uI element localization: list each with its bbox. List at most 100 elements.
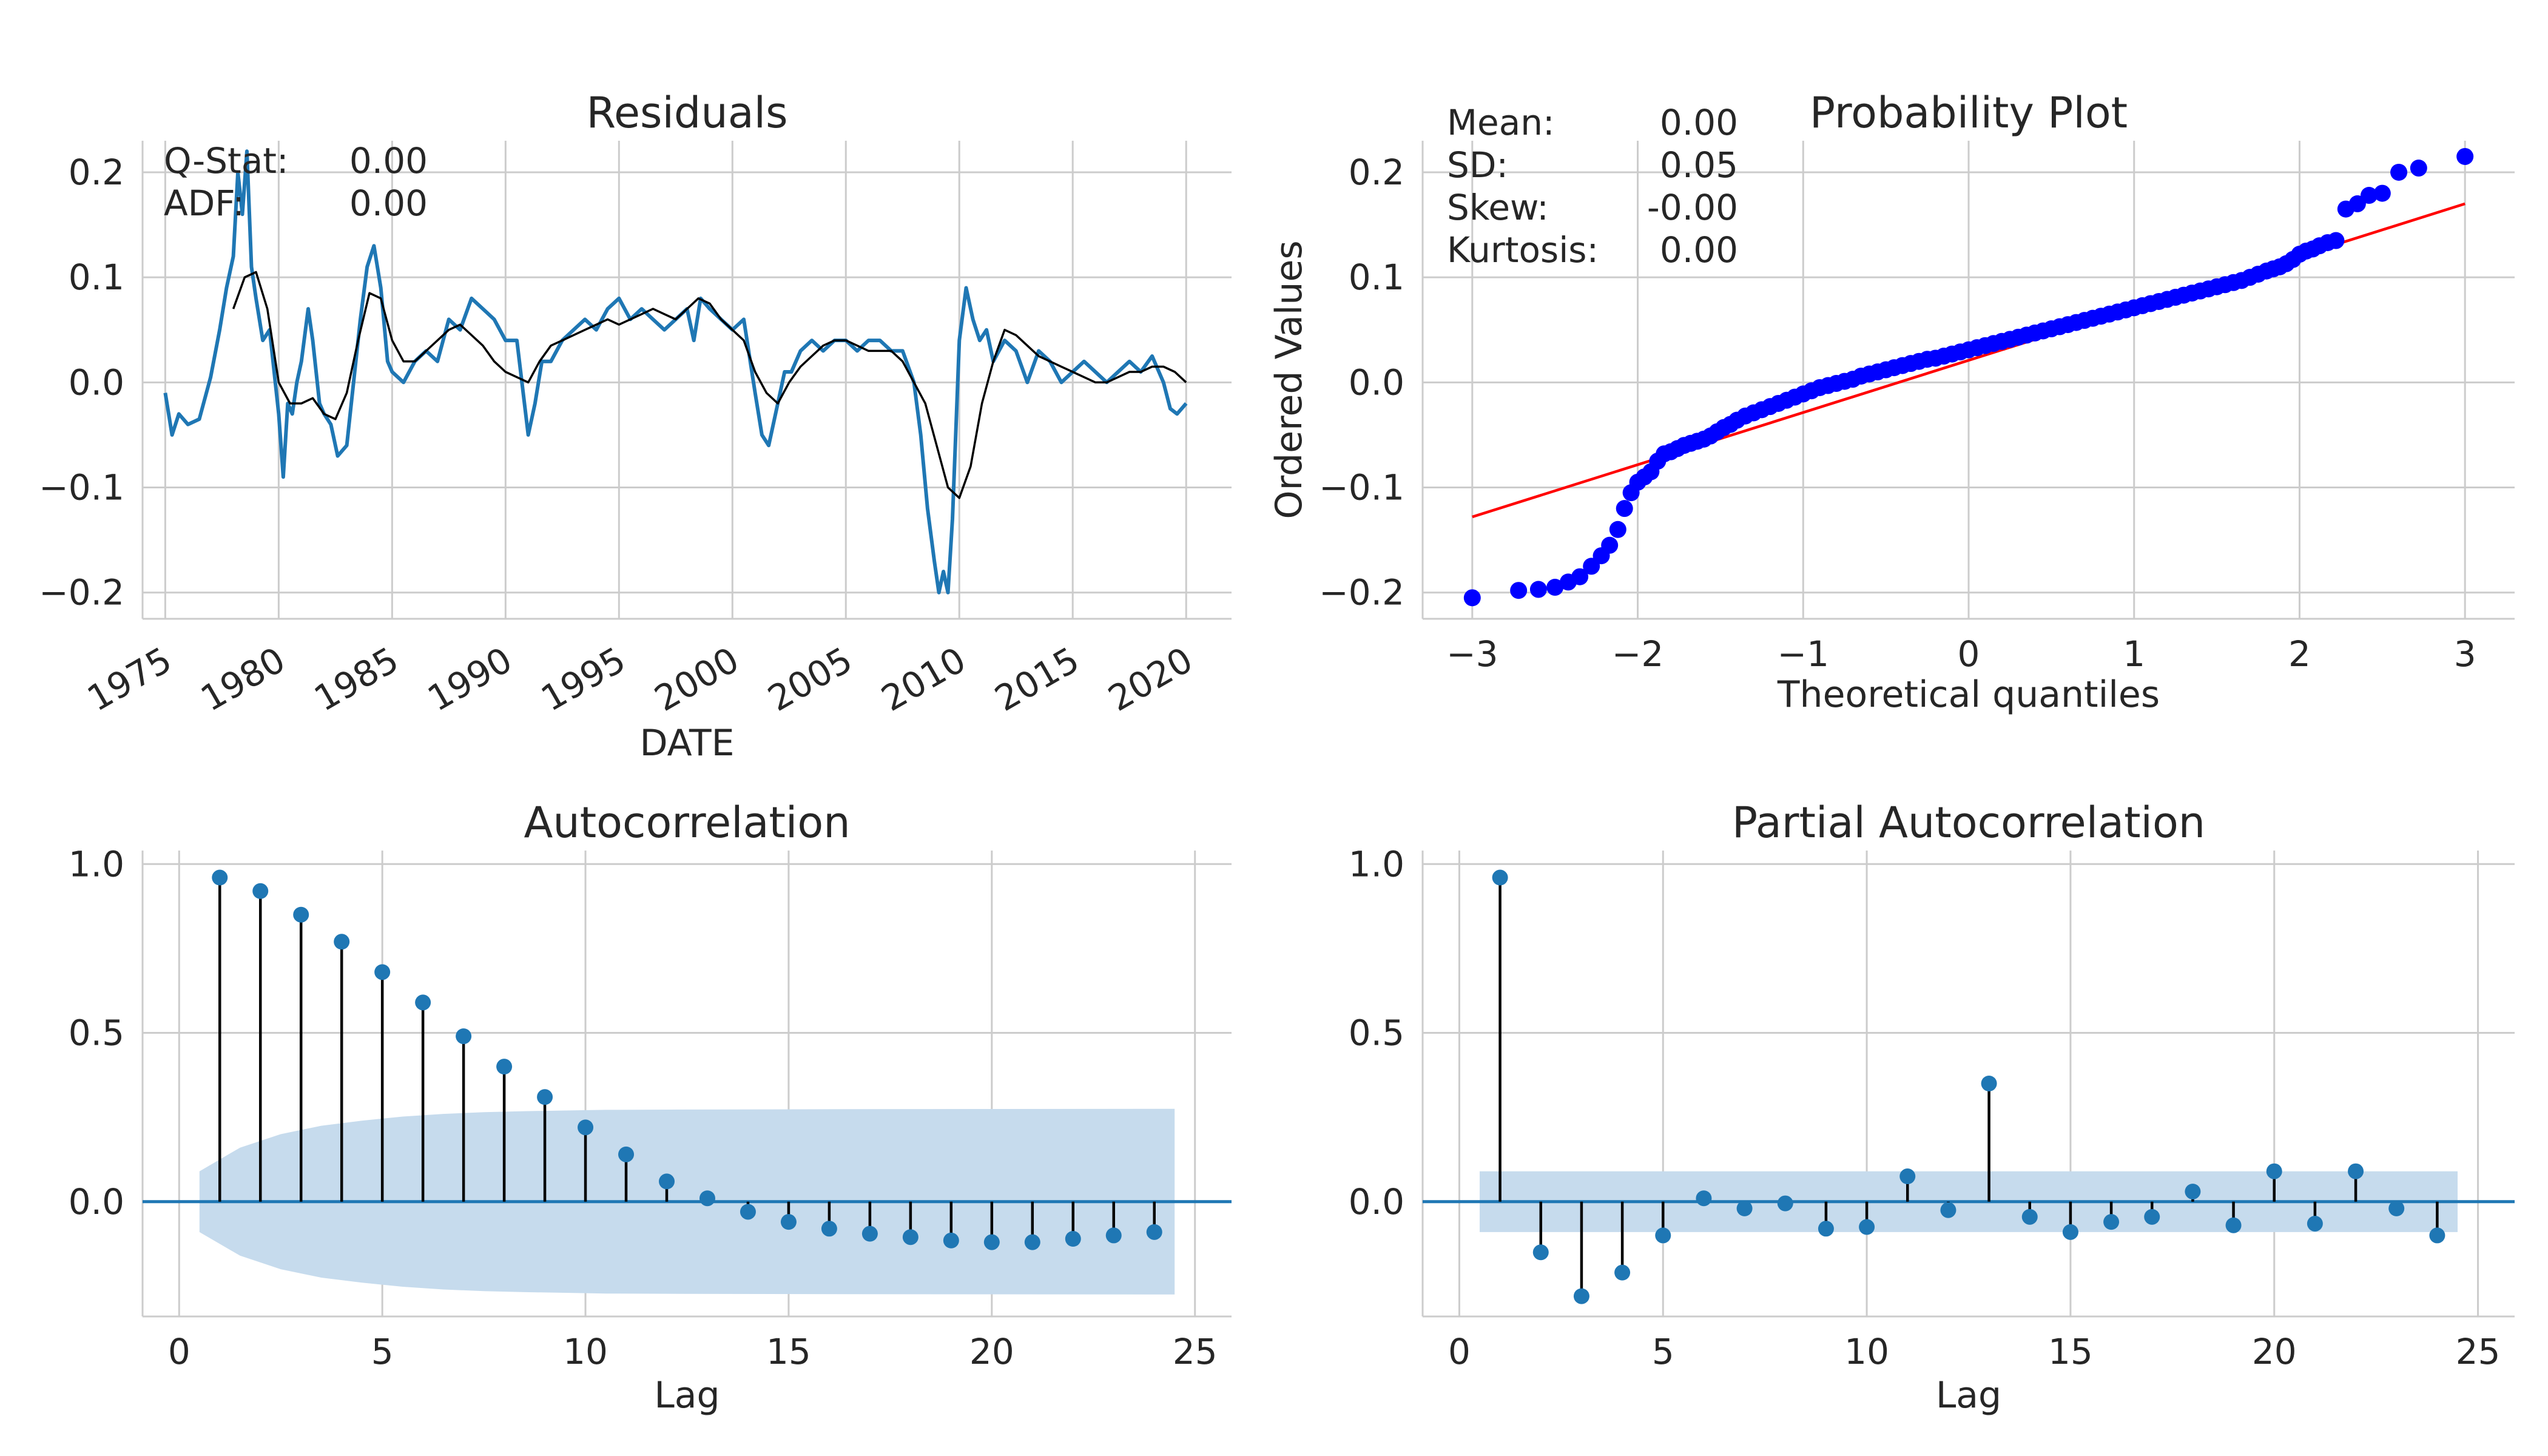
y-tick-label: −0.2	[39, 572, 124, 613]
stem-marker	[2348, 1163, 2364, 1179]
chart-title: Residuals	[586, 88, 787, 138]
stem-marker	[456, 1028, 472, 1045]
stem-marker	[415, 994, 431, 1011]
stem-marker	[252, 883, 269, 899]
y-tick-label: −0.1	[39, 467, 124, 508]
stem-marker	[2103, 1214, 2120, 1230]
annotation-label: Mean:	[1447, 102, 1555, 143]
qq-point	[1601, 536, 1619, 554]
x-tick-label: 1	[2123, 633, 2145, 675]
stem-marker	[943, 1232, 959, 1249]
autocorrelation-panel: 0.0 0.5 1.0 0 5 10 15 20 25 Autocorrelation Lag	[69, 798, 1232, 1417]
stem-marker	[1614, 1264, 1631, 1281]
chart-title: Partial Autocorrelation	[1732, 798, 2205, 848]
qq-point	[1529, 581, 1547, 598]
qq-point	[1571, 568, 1589, 585]
stem-marker	[2144, 1208, 2160, 1225]
annotation-value: 0.00	[1660, 229, 1738, 271]
stem-marker	[2388, 1200, 2405, 1216]
y-tick-label: 1.0	[1349, 843, 1404, 885]
x-tick-label: 5	[371, 1331, 394, 1372]
stem-marker	[902, 1229, 918, 1245]
qq-point	[2327, 232, 2345, 249]
annotation-label: SD:	[1447, 144, 1508, 186]
stem-marker	[861, 1225, 878, 1242]
qq-point	[2390, 163, 2408, 181]
stem-marker	[1146, 1224, 1162, 1240]
stem-marker	[293, 906, 309, 923]
stem-marker	[1024, 1234, 1040, 1250]
x-tick-label: 20	[2252, 1331, 2297, 1372]
x-tick-label: 0	[168, 1331, 190, 1372]
y-tick-label: 0.2	[1349, 152, 1404, 193]
x-tick-label: 0	[1448, 1331, 1471, 1372]
stem-marker	[618, 1146, 635, 1162]
stem-marker	[1532, 1244, 1549, 1261]
x-tick-label: 20	[969, 1331, 1014, 1372]
y-tick-label: 0.0	[1349, 362, 1404, 403]
x-tick-label: 5	[1652, 1331, 1674, 1372]
stem-marker	[2062, 1224, 2078, 1240]
stem-marker	[1492, 869, 1508, 886]
y-tick-label: 0.0	[69, 362, 124, 403]
y-tick-label: 0.2	[69, 152, 124, 193]
y-tick-label: 0.5	[69, 1013, 124, 1054]
chart-title: Autocorrelation	[524, 798, 850, 848]
stem-marker	[496, 1059, 513, 1075]
x-axis-label: Lag	[1936, 1374, 2001, 1417]
stem-marker	[1981, 1076, 1997, 1091]
stem-marker	[1859, 1219, 1875, 1235]
annotation-value: 0.00	[1660, 102, 1738, 143]
x-tick-label: 10	[563, 1331, 608, 1372]
x-axis-label: Lag	[654, 1374, 720, 1417]
stem-marker	[1696, 1190, 1712, 1207]
qq-point	[2361, 187, 2378, 204]
stem-marker	[1573, 1288, 1589, 1304]
annotation-value: 0.00	[349, 140, 428, 181]
stem-marker	[699, 1190, 715, 1207]
x-tick-label: 0	[1958, 633, 1980, 675]
x-tick-label: 25	[1173, 1331, 1218, 1372]
qq-point	[1546, 579, 1564, 596]
annotation-value: -0.00	[1647, 187, 1738, 228]
smoothed-series-line	[232, 271, 1187, 499]
x-tick-label: 3	[2454, 633, 2476, 675]
x-tick-label: −2	[1612, 633, 1664, 675]
annotation-label: Q-Stat:	[164, 140, 289, 181]
stem-marker	[1899, 1168, 1916, 1185]
stem-marker	[1940, 1202, 1956, 1218]
stem-marker	[2307, 1215, 2323, 1232]
annotation-label: ADF:	[164, 183, 244, 224]
annotation-label: Kurtosis:	[1447, 229, 1599, 271]
annotation-label: Skew:	[1447, 187, 1549, 228]
y-tick-label: 0.0	[69, 1181, 124, 1222]
y-tick-label: 0.0	[1349, 1181, 1404, 1222]
partial-autocorrelation-panel: 0.0 0.5 1.0 0 5 10 15 20 25 Partial Autocorrelati…	[1349, 798, 2515, 1417]
stem-marker	[578, 1119, 594, 1136]
stem-marker	[2266, 1163, 2282, 1179]
stem-marker	[2225, 1217, 2242, 1233]
stem-marker	[212, 869, 228, 886]
x-axis-label: Theoretical quantiles	[1777, 673, 2160, 716]
x-tick-label: 2	[2288, 633, 2311, 675]
x-tick-label: 15	[766, 1331, 811, 1372]
y-tick-label: 1.0	[69, 843, 124, 885]
stem-marker	[1065, 1231, 1081, 1247]
stem-marker	[1655, 1227, 1671, 1244]
y-tick-label: 0.5	[1349, 1013, 1404, 1054]
qq-point	[1463, 589, 1481, 607]
y-tick-label: 0.1	[1349, 257, 1404, 298]
qq-point	[1510, 582, 1528, 599]
y-tick-label: −0.2	[1319, 572, 1404, 613]
stem-marker	[2185, 1184, 2201, 1200]
x-tick-label: 10	[1844, 1331, 1889, 1372]
probability-plot-panel: −0.2 −0.1 0.0 0.1 0.2 −3 −2 −1 0 1 2 3 Probability P…	[1268, 88, 2515, 716]
stem-marker	[821, 1221, 837, 1237]
qq-point	[1616, 500, 1633, 517]
y-axis-label: Ordered Values	[1268, 240, 1310, 519]
annotation-value: 0.05	[1660, 144, 1738, 186]
annotation-value: 0.00	[349, 183, 428, 224]
stem-marker	[374, 964, 391, 980]
stem-marker	[780, 1214, 797, 1230]
